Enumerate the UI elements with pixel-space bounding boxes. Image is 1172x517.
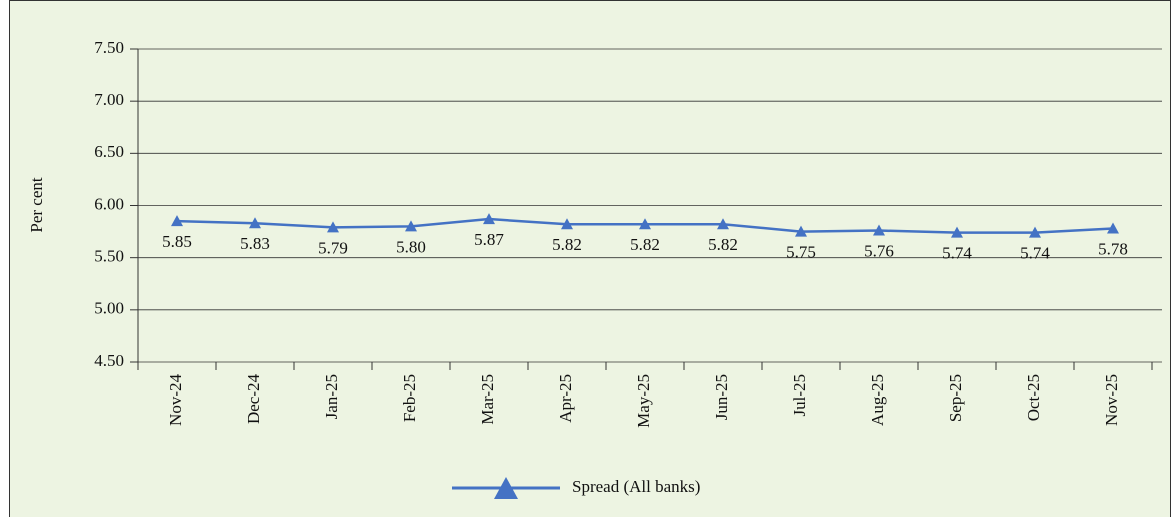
point-marker bbox=[951, 226, 963, 238]
point-marker bbox=[873, 224, 885, 236]
data-label: 5.74 bbox=[942, 244, 972, 263]
point-marker bbox=[717, 218, 729, 230]
y-axis-label: Per cent bbox=[27, 177, 46, 233]
y-tick-label: 6.50 bbox=[94, 142, 124, 161]
y-tick-label: 5.00 bbox=[94, 299, 124, 318]
x-tick-label: Apr-25 bbox=[556, 374, 575, 423]
data-label: 5.79 bbox=[318, 238, 348, 257]
data-label: 5.83 bbox=[240, 234, 270, 253]
x-tick-label: Nov-24 bbox=[166, 374, 185, 426]
point-marker bbox=[639, 218, 651, 230]
x-tick-label: Jul-25 bbox=[790, 374, 809, 417]
x-tick-label: Mar-25 bbox=[478, 374, 497, 425]
x-tick-label: Nov-25 bbox=[1102, 374, 1121, 426]
point-marker bbox=[483, 213, 495, 225]
data-label: 5.80 bbox=[396, 237, 426, 256]
data-label: 5.74 bbox=[1020, 244, 1050, 263]
data-label: 5.82 bbox=[552, 235, 582, 254]
x-tick-label: Oct-25 bbox=[1024, 374, 1043, 421]
y-tick-label: 7.00 bbox=[94, 90, 124, 109]
point-marker bbox=[1029, 226, 1041, 238]
x-tick-label: Dec-24 bbox=[244, 374, 263, 425]
data-label: 5.78 bbox=[1098, 239, 1128, 258]
legend-label: Spread (All banks) bbox=[572, 477, 700, 496]
x-tick-label: Jan-25 bbox=[322, 374, 341, 419]
point-marker bbox=[405, 220, 417, 232]
point-marker bbox=[249, 217, 261, 229]
point-marker bbox=[1107, 222, 1119, 234]
x-tick-label: Aug-25 bbox=[868, 374, 887, 426]
chart-background bbox=[9, 0, 1171, 517]
point-marker bbox=[561, 218, 573, 230]
legend-marker bbox=[494, 477, 518, 499]
x-tick-label: Jun-25 bbox=[712, 374, 731, 420]
y-tick-label: 4.50 bbox=[94, 351, 124, 370]
data-label: 5.82 bbox=[630, 235, 660, 254]
x-tick-label: May-25 bbox=[634, 374, 653, 428]
point-marker bbox=[795, 225, 807, 237]
y-tick-label: 5.50 bbox=[94, 247, 124, 266]
data-label: 5.75 bbox=[786, 242, 816, 261]
y-tick-label: 6.00 bbox=[94, 194, 124, 213]
y-tick-label: 7.50 bbox=[94, 38, 124, 57]
data-label: 5.82 bbox=[708, 235, 738, 254]
point-marker bbox=[327, 221, 339, 233]
x-tick-label: Sep-25 bbox=[946, 374, 965, 422]
point-marker bbox=[171, 215, 183, 227]
data-label: 5.76 bbox=[864, 241, 894, 260]
data-label: 5.87 bbox=[474, 230, 504, 249]
x-tick-label: Feb-25 bbox=[400, 374, 419, 422]
data-label: 5.85 bbox=[162, 232, 192, 251]
